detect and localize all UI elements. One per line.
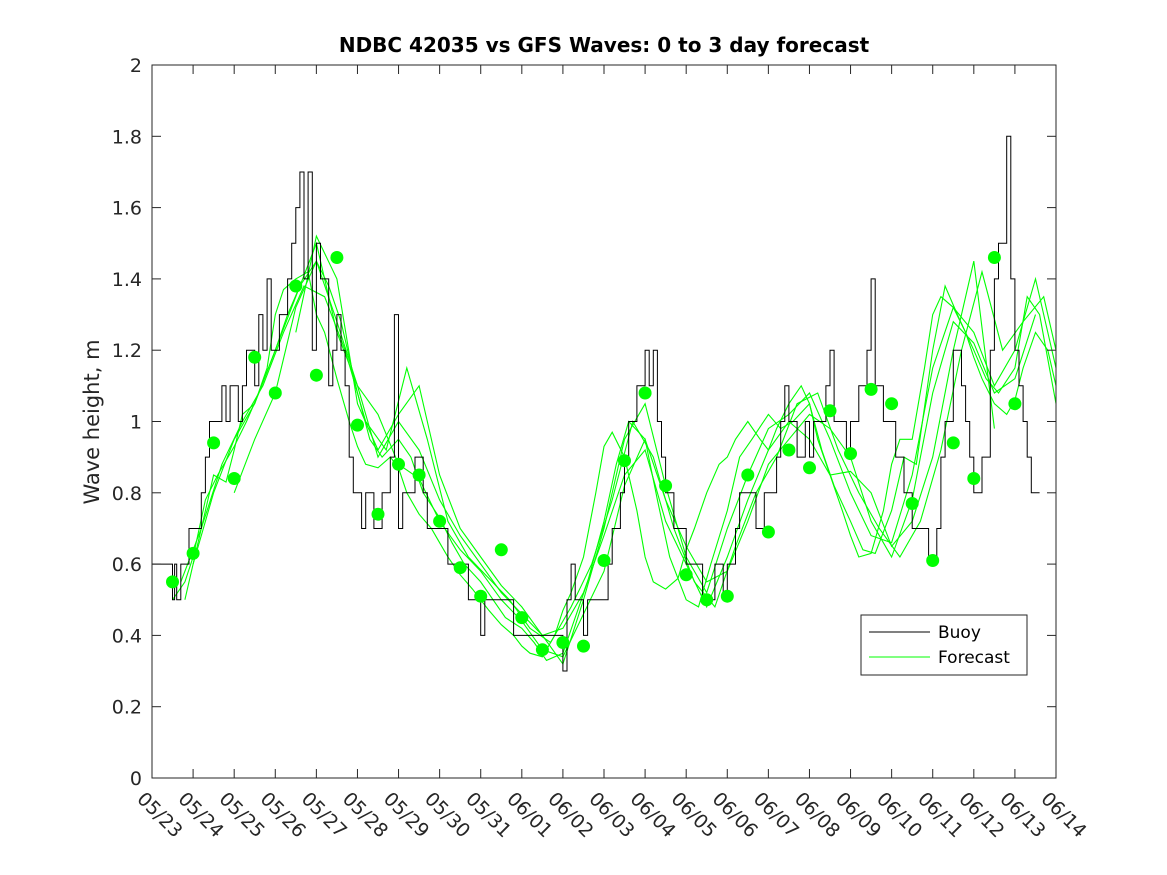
forecast-point: [186, 546, 200, 560]
y-tick-label: 0: [130, 768, 142, 790]
forecast-point: [474, 589, 488, 603]
forecast-point: [309, 368, 323, 382]
forecast-line-6: [295, 234, 995, 637]
forecast-point: [433, 514, 447, 528]
forecast-point: [535, 643, 549, 657]
forecast-point: [823, 404, 837, 418]
y-tick-label: 0.4: [112, 625, 142, 647]
forecast-point: [967, 472, 981, 485]
forecast-point: [946, 436, 960, 450]
forecast-point: [803, 461, 816, 475]
y-tick-label: 1.4: [112, 269, 142, 291]
forecast-point: [392, 457, 405, 471]
legend-buoy-label: Buoy: [938, 623, 981, 643]
y-tick-label: 1.6: [112, 198, 142, 220]
forecast-point: [268, 386, 282, 400]
forecast-point: [207, 436, 221, 450]
forecast-point: [330, 251, 344, 264]
forecast-point: [371, 507, 385, 521]
forecast-point: [720, 589, 734, 603]
forecast-point: [905, 497, 919, 510]
buoy-line: [152, 135, 1040, 672]
forecast-point: [844, 447, 857, 461]
forecast-point: [782, 443, 796, 457]
forecast-point: [761, 525, 775, 539]
forecast-point: [351, 418, 364, 432]
y-tick-label: 1.2: [112, 340, 142, 362]
y-tick-label: 2: [130, 55, 142, 77]
y-tick-label: 0.8: [112, 483, 142, 505]
forecast-line-2: [172, 259, 1057, 662]
forecast-point: [700, 593, 714, 607]
y-tick-label: 0.2: [112, 697, 142, 719]
forecast-point: [741, 468, 755, 482]
legend: Buoy Forecast: [860, 614, 1028, 676]
forecast-point: [926, 554, 940, 567]
forecast-point: [289, 279, 303, 293]
y-tick-label: 0.6: [112, 554, 142, 576]
forecast-point: [638, 386, 652, 400]
forecast-point: [166, 575, 179, 589]
legend-box: [860, 614, 1028, 676]
forecast-point: [412, 468, 426, 482]
forecast-point: [885, 397, 899, 411]
forecast-point: [597, 554, 611, 567]
legend-forecast-label: Forecast: [938, 648, 1010, 668]
chart-title: NDBC 42035 vs GFS Waves: 0 to 3 day fore…: [339, 33, 870, 57]
forecast-point: [1008, 397, 1022, 411]
y-axis-label: Wave height, m: [80, 339, 104, 504]
forecast-point: [987, 251, 1001, 264]
forecast-point: [577, 639, 590, 653]
forecast-point: [618, 454, 631, 468]
forecast-point: [248, 350, 262, 364]
forecast-point: [679, 568, 693, 582]
forecast-point: [659, 479, 673, 493]
forecast-point: [515, 611, 529, 625]
forecast-point: [453, 561, 467, 575]
forecast-line-1: [184, 270, 1057, 658]
y-tick-label: 1.8: [112, 126, 142, 148]
forecast-point: [864, 382, 878, 396]
y-tick-label: 1: [130, 412, 142, 434]
forecast-point: [556, 636, 570, 649]
forecast-point: [227, 472, 241, 485]
forecast-point: [494, 543, 508, 557]
